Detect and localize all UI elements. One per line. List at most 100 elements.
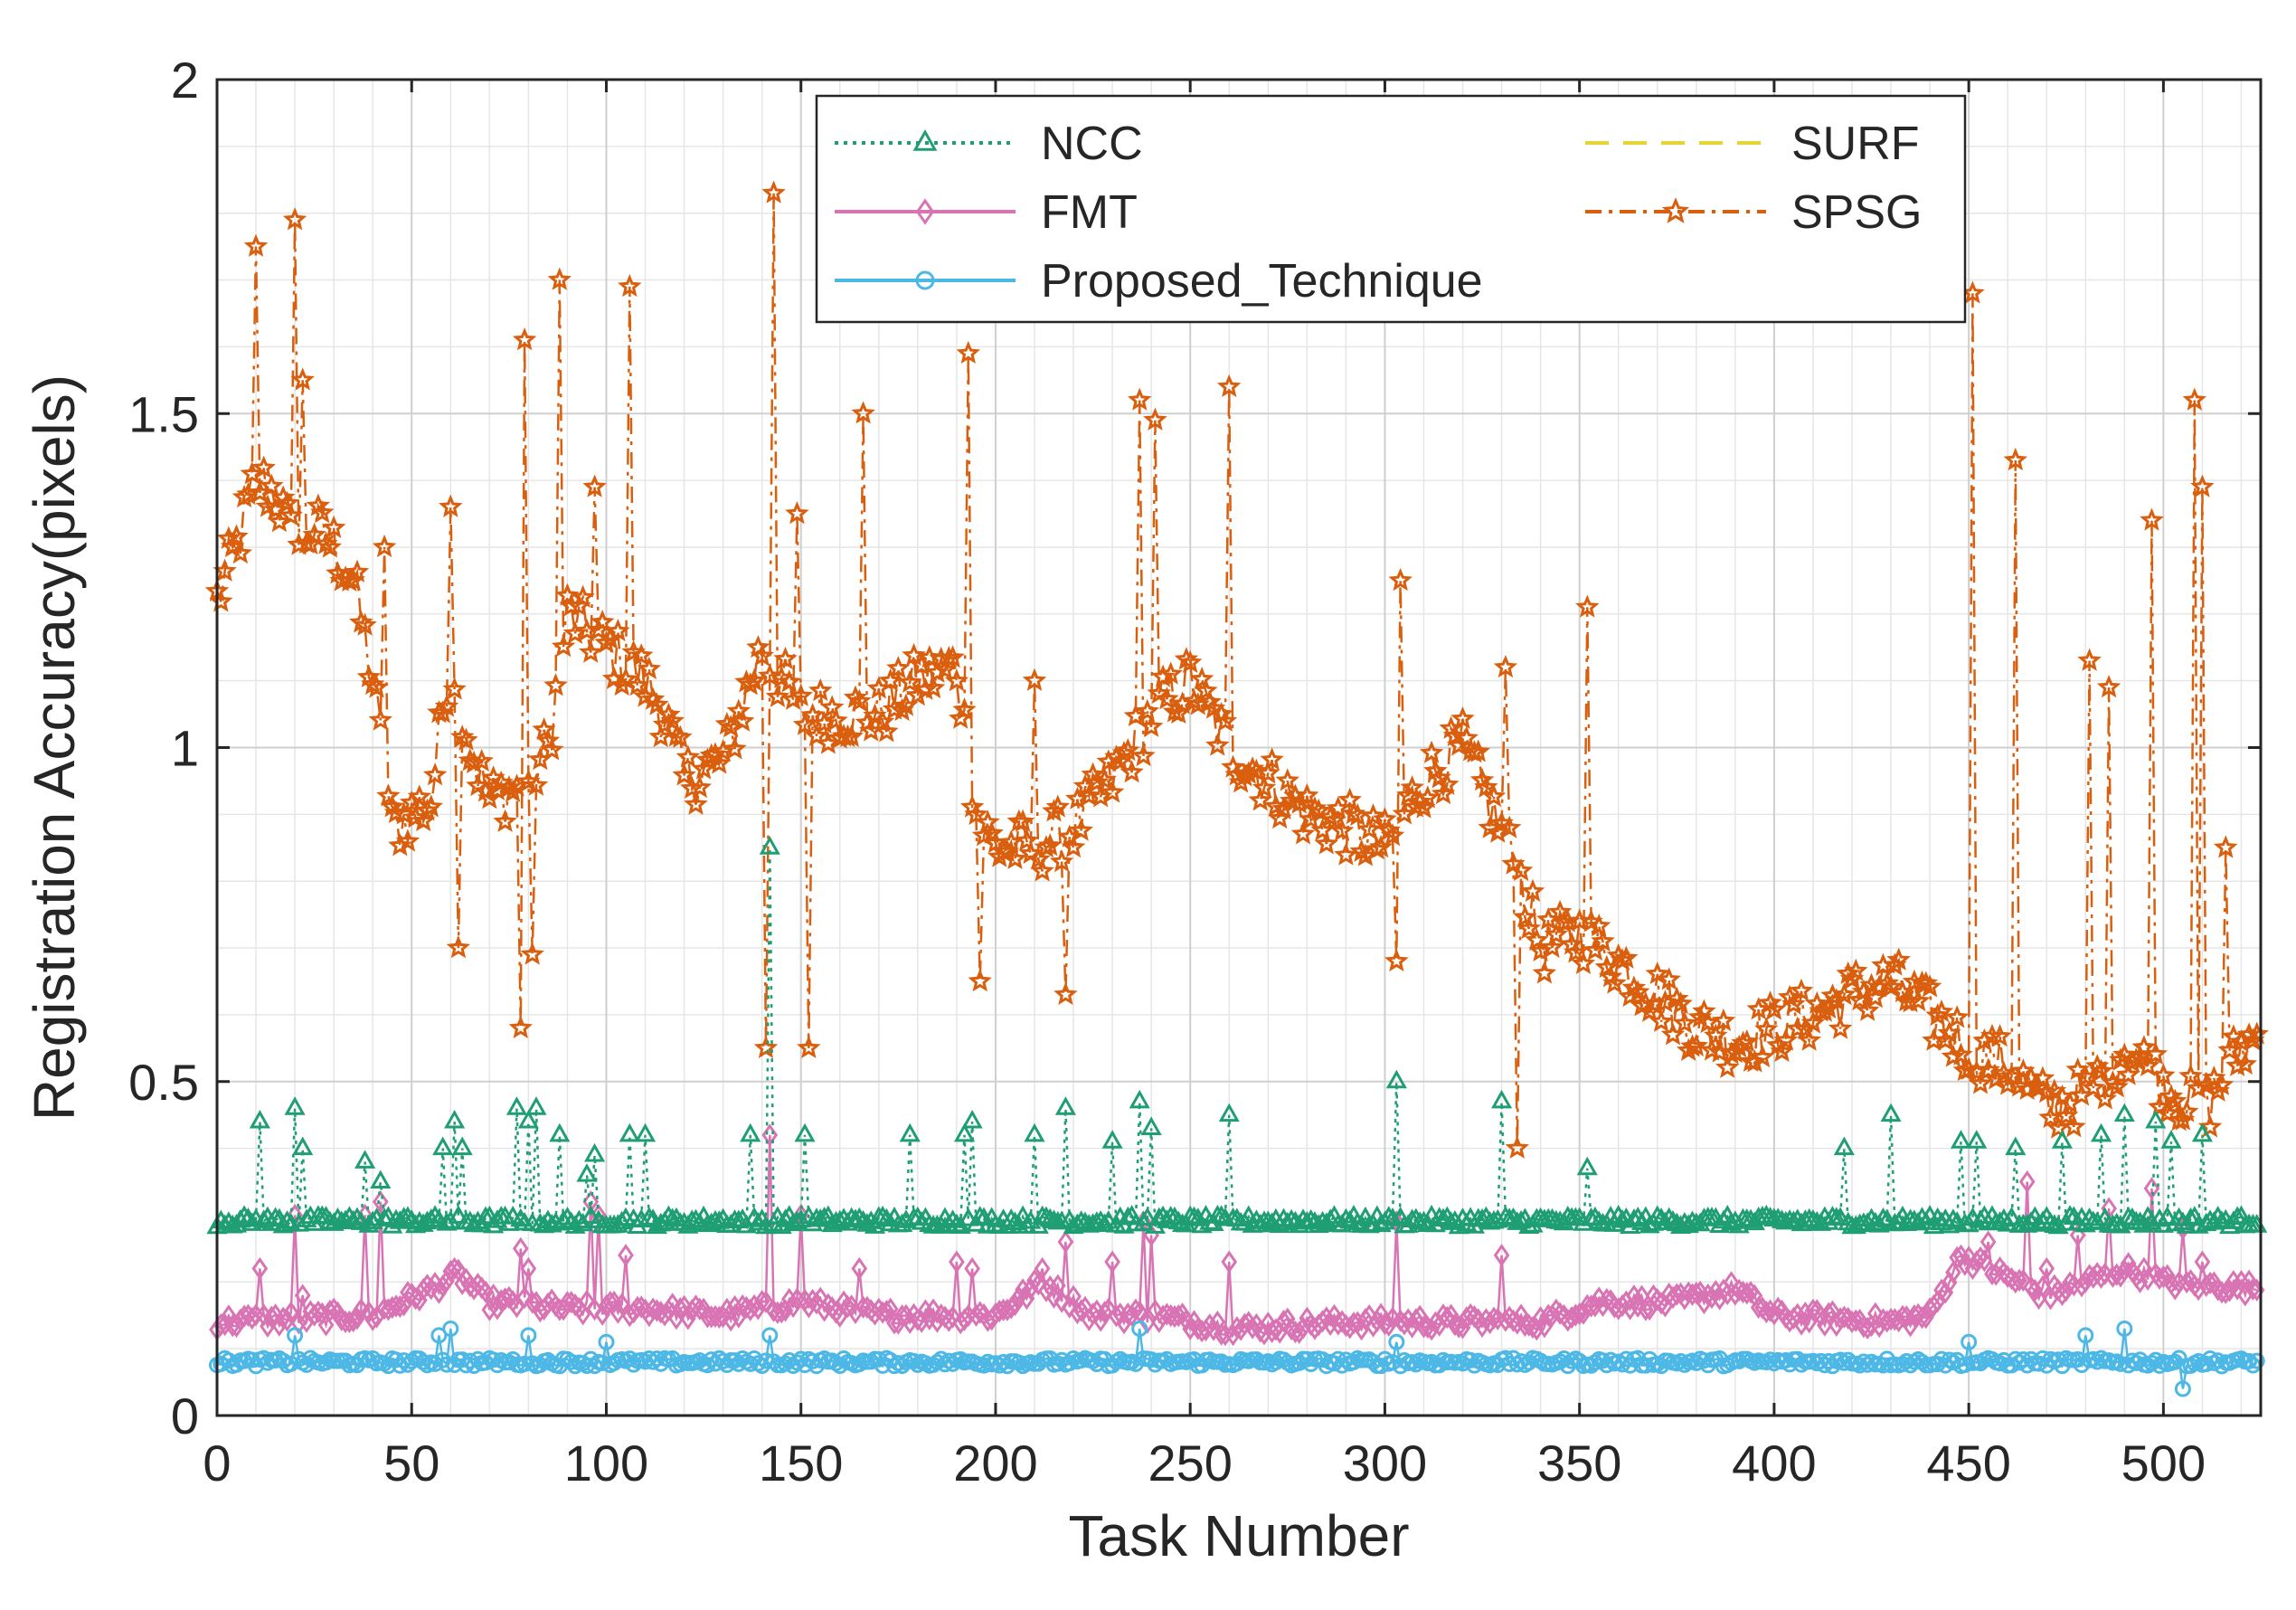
data-point-fmt bbox=[317, 1313, 335, 1337]
data-point-proposed-technique bbox=[1054, 1351, 1071, 1368]
data-point-spsg bbox=[1770, 1038, 1794, 1063]
data-point-spsg bbox=[785, 501, 809, 525]
data-point-ncc bbox=[1054, 1096, 1077, 1115]
data-point-spsg bbox=[2143, 1041, 2168, 1065]
data-point-ncc bbox=[961, 1110, 983, 1129]
data-point-spsg bbox=[1045, 794, 1070, 818]
data-point-fmt bbox=[1859, 1316, 1876, 1340]
data-point-spsg bbox=[582, 474, 607, 497]
data-point-ncc bbox=[774, 1208, 797, 1227]
data-point-spsg bbox=[543, 673, 568, 696]
data-point-fmt bbox=[987, 1302, 1004, 1326]
data-point-proposed-technique bbox=[567, 1358, 584, 1375]
data-point-fmt bbox=[995, 1298, 1012, 1321]
data-point-spsg bbox=[368, 707, 393, 731]
data-point-ncc bbox=[619, 1122, 640, 1142]
data-point-proposed-technique bbox=[1423, 1353, 1441, 1370]
data-point-proposed-technique bbox=[2023, 1350, 2040, 1368]
data-point-spsg bbox=[1602, 971, 1627, 994]
data-point-spsg bbox=[1513, 904, 1537, 928]
data-point-spsg bbox=[707, 751, 732, 774]
data-point-spsg bbox=[1929, 999, 1954, 1022]
data-point-spsg bbox=[613, 667, 638, 690]
data-point-spsg bbox=[1450, 706, 1475, 730]
legend-label-proposed-technique: Proposed_Technique bbox=[1041, 255, 1483, 308]
data-point-fmt bbox=[461, 1274, 478, 1298]
data-point-spsg bbox=[399, 790, 424, 813]
data-point-spsg bbox=[1668, 991, 1693, 1015]
data-point-spsg bbox=[2225, 1053, 2250, 1076]
data-point-proposed-technique bbox=[976, 1357, 993, 1374]
data-point-proposed-technique bbox=[2202, 1350, 2219, 1368]
data-point-spsg bbox=[1373, 807, 1397, 830]
data-point-proposed-technique bbox=[255, 1350, 272, 1367]
data-point-fmt bbox=[785, 1294, 801, 1319]
data-point-fmt bbox=[714, 1304, 732, 1329]
data-point-spsg bbox=[1135, 698, 1159, 722]
data-point-spsg bbox=[1481, 783, 1507, 808]
data-point-spsg bbox=[1516, 915, 1541, 940]
data-point-proposed-technique bbox=[1913, 1353, 1931, 1370]
data-point-spsg bbox=[870, 709, 895, 733]
data-point-proposed-technique bbox=[1407, 1356, 1424, 1373]
data-point-fmt bbox=[609, 1301, 627, 1324]
data-point-spsg bbox=[2034, 1080, 2059, 1103]
data-point-ncc bbox=[373, 1208, 395, 1226]
data-point-fmt bbox=[804, 1288, 821, 1312]
data-point-ncc bbox=[1662, 1209, 1684, 1229]
data-point-spsg bbox=[2135, 1053, 2160, 1076]
data-point-proposed-technique bbox=[562, 1353, 580, 1370]
data-point-fmt bbox=[893, 1304, 911, 1328]
data-point-ncc bbox=[448, 1205, 469, 1224]
data-point-spsg bbox=[2190, 474, 2215, 497]
data-point-ncc bbox=[2121, 1207, 2143, 1226]
data-point-spsg bbox=[874, 719, 899, 743]
data-point-fmt bbox=[1096, 1301, 1113, 1324]
data-point-fmt bbox=[1847, 1309, 1865, 1332]
data-point-fmt bbox=[932, 1303, 950, 1327]
data-point-ncc bbox=[424, 1205, 446, 1224]
data-point-spsg bbox=[260, 473, 284, 497]
data-point-ncc bbox=[510, 1208, 532, 1227]
data-point-ncc bbox=[276, 1210, 298, 1229]
data-point-fmt bbox=[1380, 1313, 1397, 1337]
data-point-spsg bbox=[539, 737, 564, 761]
data-point-spsg bbox=[439, 494, 463, 517]
data-point-spsg bbox=[2089, 1058, 2113, 1082]
data-point-spsg bbox=[1015, 828, 1039, 851]
data-point-spsg bbox=[1150, 664, 1176, 687]
data-point-fmt bbox=[1567, 1303, 1584, 1327]
data-point-ncc bbox=[362, 1210, 383, 1230]
data-point-ncc bbox=[2179, 1207, 2202, 1226]
data-point-fmt bbox=[1346, 1312, 1362, 1335]
data-point-spsg bbox=[419, 794, 444, 818]
data-point-proposed-technique bbox=[995, 1353, 1012, 1370]
data-point-proposed-technique bbox=[1049, 1355, 1066, 1372]
data-point-fmt bbox=[808, 1292, 825, 1315]
data-point-fmt bbox=[2214, 1281, 2230, 1304]
series-fmt bbox=[209, 1123, 2265, 1347]
data-point-fmt bbox=[1326, 1303, 1343, 1327]
data-point-ncc bbox=[529, 1212, 551, 1232]
data-point-spsg bbox=[1442, 723, 1468, 746]
data-point-spsg bbox=[1824, 988, 1849, 1011]
data-point-fmt bbox=[251, 1256, 269, 1281]
data-point-ncc bbox=[1845, 1215, 1866, 1235]
data-point-spsg bbox=[886, 656, 911, 679]
y-tick-label: 1 bbox=[171, 720, 199, 777]
data-point-fmt bbox=[1244, 1316, 1261, 1340]
data-point-spsg bbox=[1856, 998, 1880, 1021]
data-point-fmt bbox=[1699, 1283, 1716, 1307]
data-point-spsg bbox=[629, 643, 654, 667]
data-point-fmt bbox=[660, 1298, 677, 1322]
data-point-spsg bbox=[777, 669, 801, 693]
data-point-ncc bbox=[1137, 1207, 1158, 1226]
data-point-fmt bbox=[940, 1309, 958, 1332]
data-point-proposed-technique bbox=[1762, 1351, 1779, 1368]
data-point-proposed-technique bbox=[1898, 1353, 1915, 1370]
data-point-fmt bbox=[528, 1291, 544, 1314]
data-point-spsg bbox=[2197, 1114, 2223, 1138]
legend-entry-spsg: SPSG bbox=[1585, 186, 1923, 239]
data-point-spsg bbox=[555, 582, 580, 606]
data-point-spsg bbox=[1832, 982, 1857, 1006]
